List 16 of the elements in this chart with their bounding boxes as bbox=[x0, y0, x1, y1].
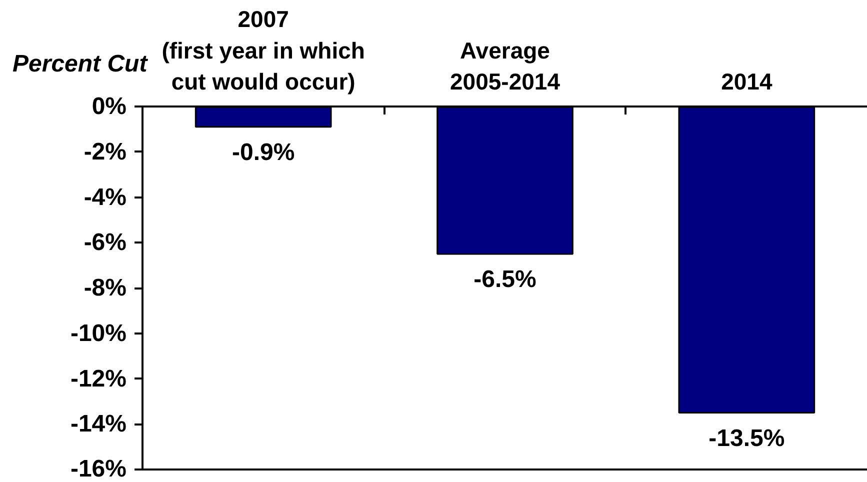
y-tick-label: -12% bbox=[70, 365, 127, 392]
data-label: -13.5% bbox=[708, 424, 785, 452]
x-tick-label: Average 2005-2014 bbox=[450, 37, 560, 94]
y-tick-label: -8% bbox=[84, 274, 127, 302]
x-tick-label: 2014 bbox=[721, 68, 772, 94]
data-label: -6.5% bbox=[474, 266, 536, 293]
y-tick-label: 0% bbox=[92, 93, 126, 120]
y-tick-label: -10% bbox=[70, 320, 127, 347]
y-tick-label: -6% bbox=[84, 229, 127, 256]
y-tick-label: -4% bbox=[84, 184, 127, 211]
x-tick-label: 2007 (first year in which cut would occur) bbox=[162, 6, 365, 94]
y-tick-label: -14% bbox=[70, 410, 127, 438]
data-label: -0.9% bbox=[232, 138, 295, 166]
y-axis-title: Percent Cut bbox=[12, 50, 148, 78]
y-tick-label: -16% bbox=[70, 456, 127, 482]
y-tick-label: -2% bbox=[84, 138, 127, 166]
